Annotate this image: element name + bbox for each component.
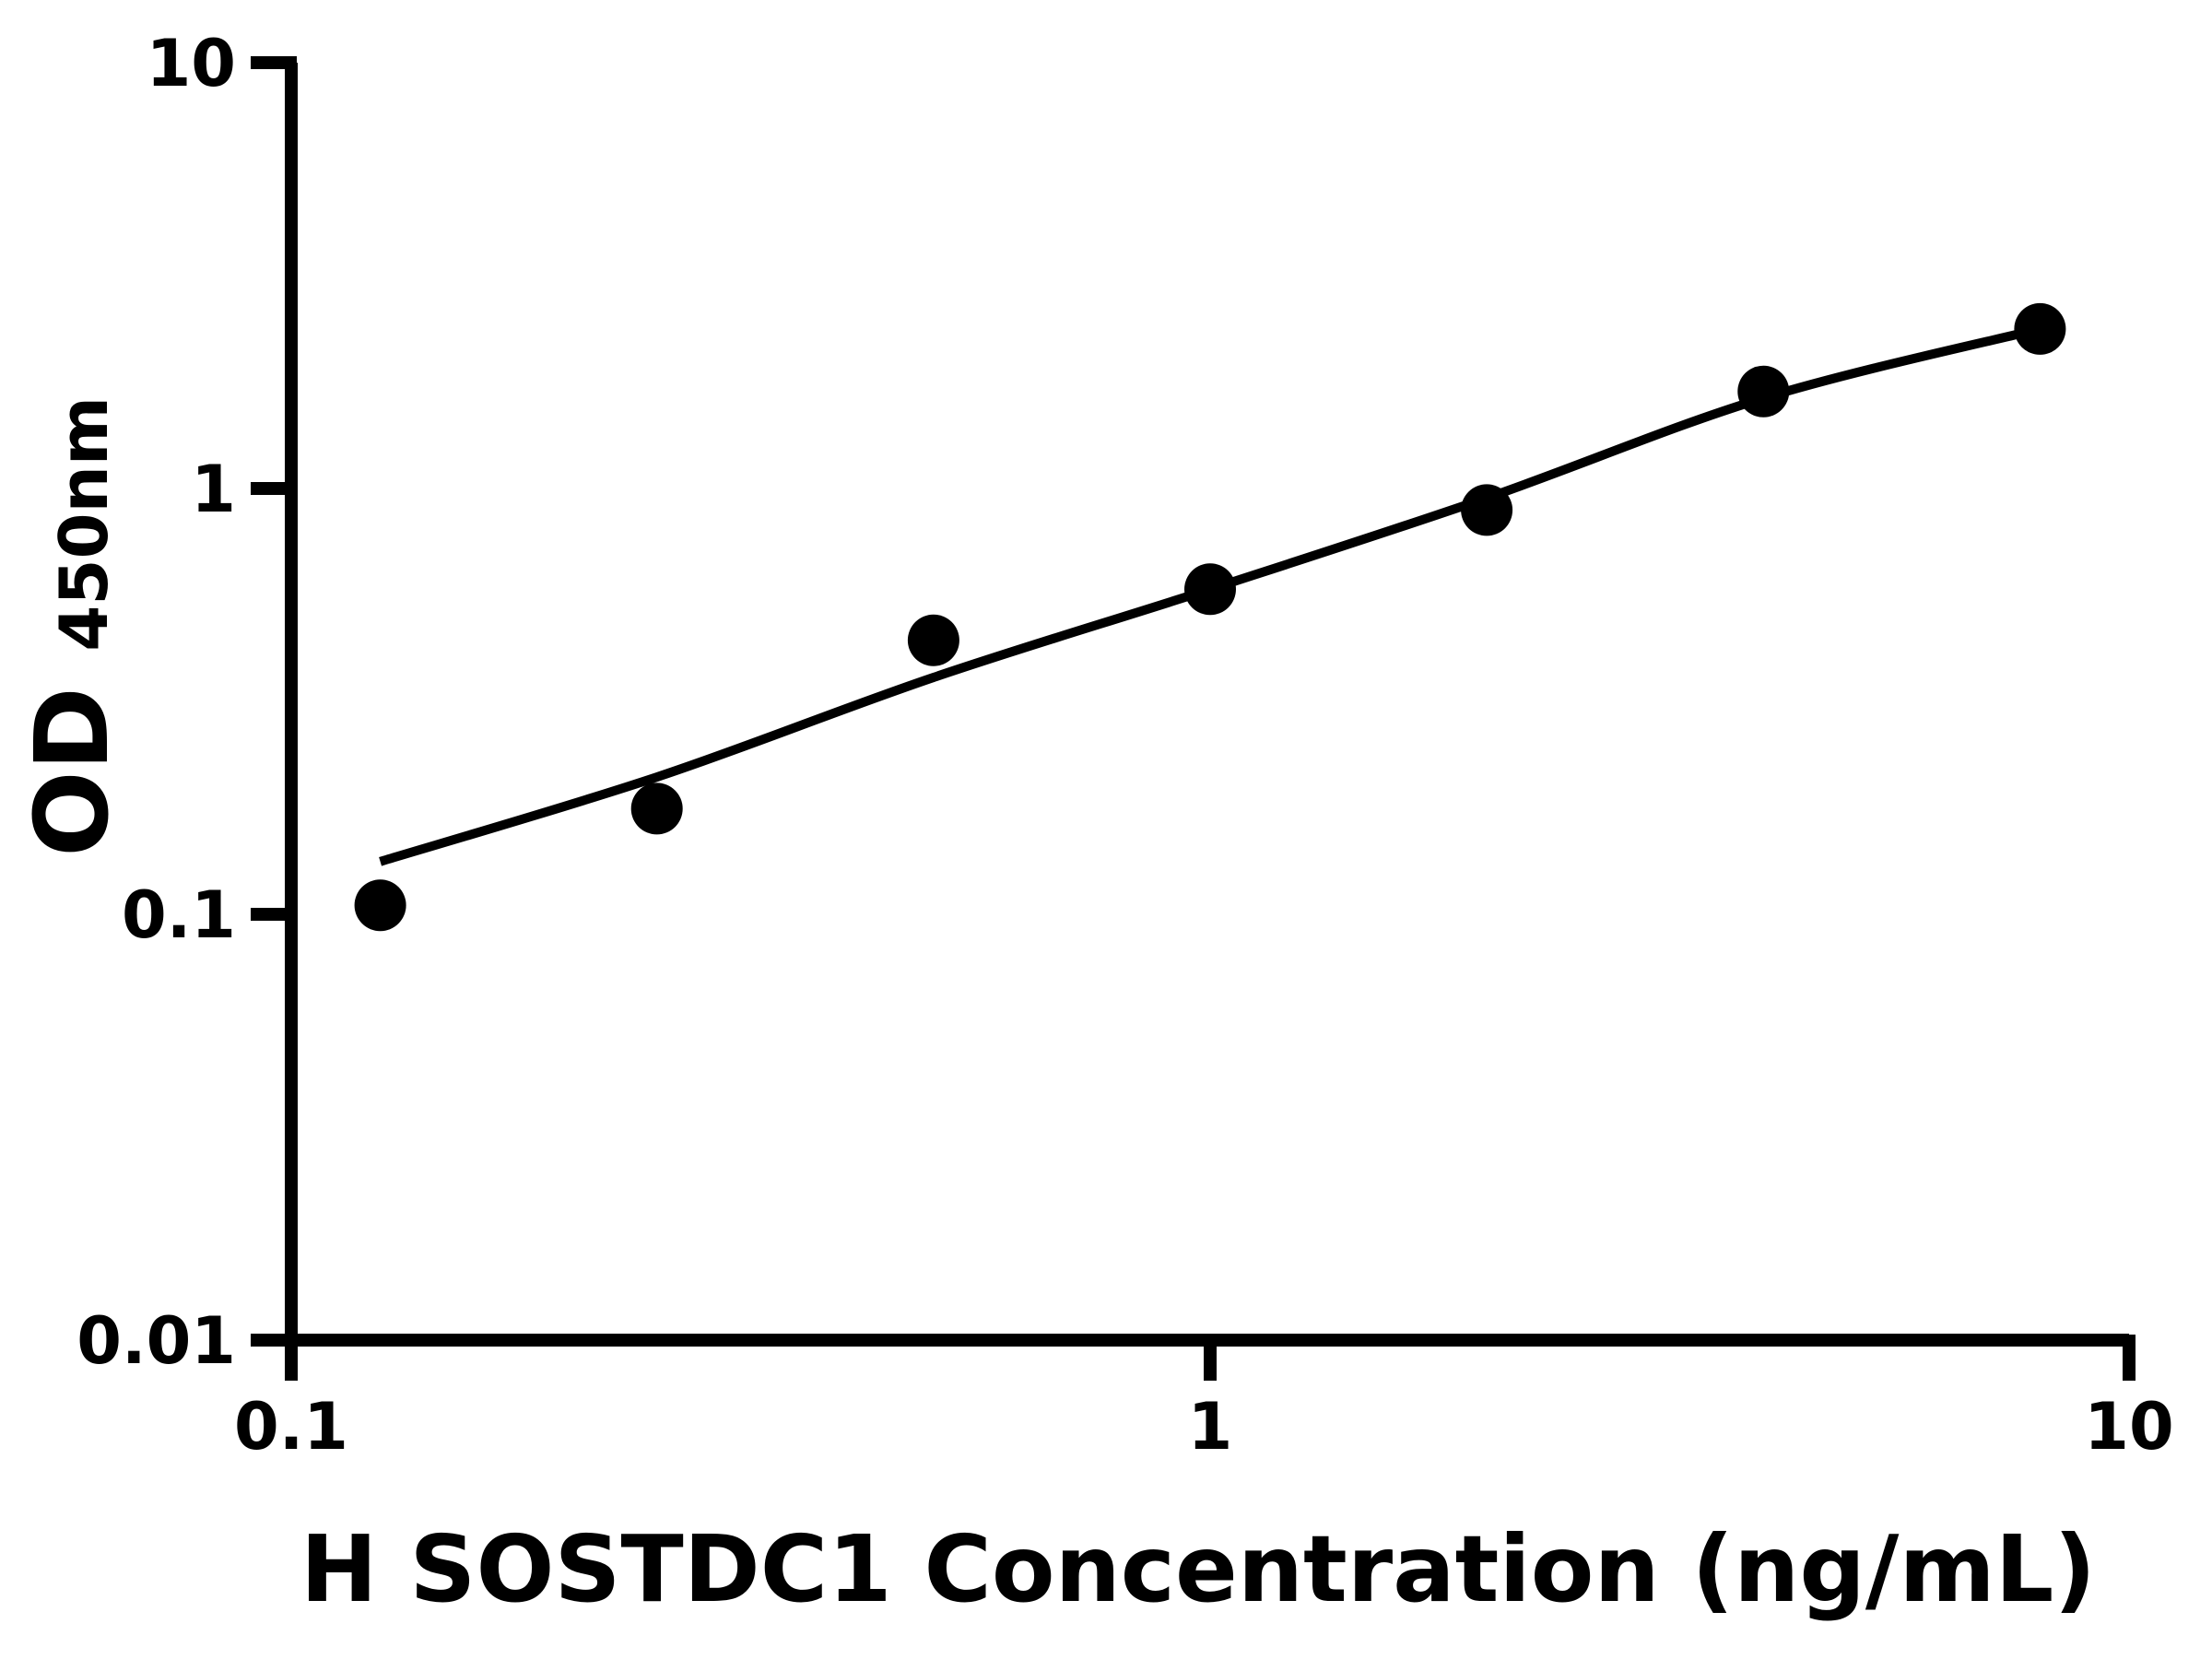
y-tick-label-0.01: 0.01 xyxy=(76,1303,236,1379)
data-points xyxy=(354,302,2066,932)
x-tick-label-0.1: 0.1 xyxy=(234,1389,348,1465)
axes-spines xyxy=(285,63,2129,1347)
y-tick-label-1: 1 xyxy=(191,452,236,527)
x-axis-title: H SOSTDC1 Concentration (ng/mL) xyxy=(300,1515,2096,1623)
y-axis-title-sub: 450nm xyxy=(45,396,123,652)
data-point-5 xyxy=(1461,484,1513,536)
data-point-4 xyxy=(1184,563,1236,616)
x-axis-tick-labels: 0.1 1 10 xyxy=(234,1389,2174,1465)
x-tick-label-1: 1 xyxy=(1188,1389,1233,1465)
data-point-7 xyxy=(2014,302,2066,355)
y-tick-label-0.1: 0.1 xyxy=(122,877,236,953)
y-axis-tick-labels: 10 1 0.1 0.01 xyxy=(76,26,236,1379)
data-point-3 xyxy=(907,614,959,666)
x-tick-label-10: 10 xyxy=(2084,1389,2173,1465)
data-point-1 xyxy=(354,879,406,932)
y-axis-title: OD 450nm xyxy=(13,396,131,857)
y-axis-title-main: OD xyxy=(13,687,131,857)
data-point-2 xyxy=(630,782,683,835)
x-axis-ticks xyxy=(285,1335,2136,1381)
data-point-6 xyxy=(1737,365,1790,418)
y-tick-label-10: 10 xyxy=(147,26,236,101)
